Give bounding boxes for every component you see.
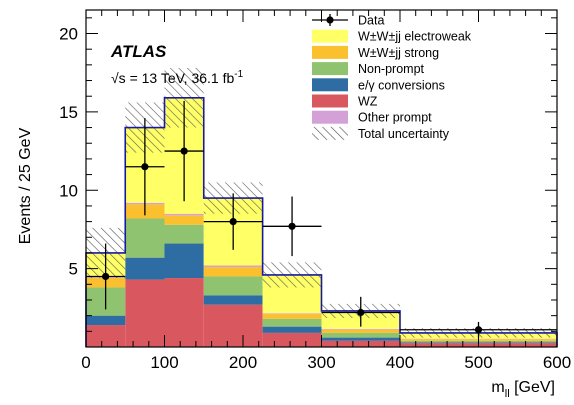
bar-series1-bin1 [125,257,165,280]
legend-label-3: Non-prompt [358,62,425,76]
bar-series1-bin0 [86,315,126,326]
data-marker-2 [180,147,188,155]
bar-series2-bin4 [262,318,322,327]
y-axis: 5 10 15 20 [59,17,557,332]
legend-hatch-swatch [312,126,348,140]
data-point-2 [164,100,204,202]
legend-entry-0: Data [312,14,384,28]
legend-label-1: W±W±jj electroweak [358,30,472,44]
legend-label-7: Total uncertainty [358,127,450,141]
legend-swatch-6 [312,110,348,124]
experiment-label: ATLAS [110,42,167,61]
legend-entry-1: W±W±jj electroweak [312,29,472,44]
data-marker-5 [357,308,365,317]
bar-series2-bin5 [321,332,400,338]
legend-label-0: Data [358,14,384,28]
bar-series0-bin4 [262,332,322,347]
bar-series4-bin2 [164,213,204,216]
legend-label-6: Other prompt [358,111,432,125]
legend-data-marker [326,16,334,24]
bar-series4-bin4 [262,313,322,315]
x-tick-label-600: 600 [543,353,571,372]
bar-series2-bin3 [203,276,263,296]
data-marker-1 [141,163,149,171]
legend-label-2: W±W±jj strong [358,46,439,60]
legend: Data W±W±jj electroweak W±W±jj strong Non-p… [312,14,472,141]
legend-entry-6: Other prompt [312,110,432,125]
bar-series0-bin2 [164,278,204,347]
plot-area: 0 100 200 300 400 500 600 5 10 15 20 [59,9,571,372]
bar-series1-bin2 [164,243,204,279]
bar-series2-bin1 [125,218,165,258]
bar-series1-bin3 [203,295,263,305]
data-marker-3 [229,218,237,226]
y-tick-label-15: 15 [59,103,78,122]
legend-entry-7: Total uncertainty [312,127,450,141]
legend-entry-4: e/γ conversions [312,78,445,92]
data-point-3 [203,193,263,250]
energy-label: √s = 13 TeV, 36.1 fb-1 [111,69,244,86]
bar-series0-bin3 [203,304,263,347]
data-point-4 [262,196,322,257]
x-axis-title-unit: [GeV] [510,379,555,396]
y-tick-label-10: 10 [59,181,78,200]
legend-swatch-1 [312,29,348,43]
x-axis: 0 100 200 300 400 500 600 [81,10,571,372]
data-marker-0 [102,272,110,281]
legend-swatch-5 [312,94,348,108]
bar-series1-bin4 [262,326,322,333]
data-marker-4 [288,222,296,230]
data-point-1 [125,118,165,216]
legend-swatch-4 [312,78,348,92]
bar-series3-bin4 [262,314,322,319]
bar-series1-bin5 [321,337,400,341]
x-tick-label-500: 500 [464,353,492,372]
bar-series4-bin3 [203,265,263,268]
bar-series0-bin0 [86,325,126,347]
x-tick-label-200: 200 [229,353,257,372]
data-marker-6 [474,326,483,334]
data-point-5 [321,296,400,327]
x-axis-title-main: m [491,379,504,396]
bar-series0-bin5 [321,340,400,347]
legend-entry-3: Non-prompt [312,62,425,76]
bar-series3-bin5 [321,329,400,333]
x-axis-title: mll [GeV] [491,379,555,400]
legend-entry-5: WZ [312,94,378,109]
legend-swatch-2 [312,45,348,59]
x-tick-label-400: 400 [386,353,414,372]
energy-label-sup: -1 [234,69,243,80]
legend-label-5: WZ [358,95,378,109]
data-point-6 [400,321,557,338]
y-tick-label-5: 5 [69,260,78,279]
bar-series4-bin5 [321,328,400,330]
bar-series2-bin2 [164,224,204,244]
x-tick-label-100: 100 [150,353,178,372]
bar-series3-bin2 [164,215,204,225]
bar-series0-bin1 [125,279,165,347]
data-point-0 [86,243,126,310]
bar-series3-bin3 [203,267,263,277]
legend-label-4: e/γ conversions [358,78,445,92]
x-tick-label-0: 0 [81,353,90,372]
legend-entry-2: W±W±jj strong [312,45,439,60]
y-tick-label-20: 20 [59,25,78,44]
y-axis-title: Events / 25 GeV [17,127,34,244]
x-axis-title-sub: ll [505,388,510,400]
energy-label-main: √s = 13 TeV, 36.1 fb [111,70,234,86]
legend-swatch-3 [312,62,348,76]
x-tick-label-300: 300 [307,353,335,372]
